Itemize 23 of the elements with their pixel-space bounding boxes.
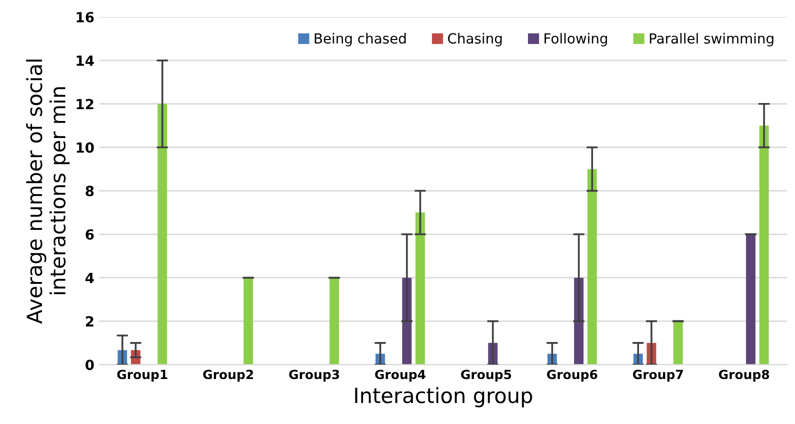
legend-label: Parallel swimming: [650, 32, 774, 46]
y-tick-label: 8: [86, 186, 94, 196]
legend-label: Being chased: [314, 32, 406, 46]
legend-label: Chasing: [448, 32, 502, 46]
y-tick-label: 12: [76, 98, 94, 110]
x-tick-label: Group7: [632, 370, 683, 382]
x-tick-label: Group2: [203, 370, 254, 382]
y-tick-label: 2: [86, 316, 94, 326]
y-tick-label: 10: [76, 142, 94, 153]
y-tick-label: 4: [85, 272, 94, 283]
x-tick-label: Group6: [546, 370, 598, 382]
legend-label: Following: [544, 32, 608, 46]
x-axis-title: Interaction group: [355, 387, 532, 408]
x-tick-label: Group1: [117, 370, 168, 382]
y-tick-label: 14: [76, 56, 94, 66]
x-tick-label: Group3: [289, 370, 340, 382]
y-tick-label: 6: [86, 229, 94, 240]
x-tick-label: Group5: [461, 370, 512, 382]
y-tick-label: 16: [76, 12, 94, 22]
y-tick-label: 0: [86, 360, 94, 370]
x-tick-label: Group4: [375, 370, 426, 382]
y-axis-title: Average number of social interactions per min: [26, 60, 70, 324]
x-tick-label: Group8: [718, 370, 770, 382]
